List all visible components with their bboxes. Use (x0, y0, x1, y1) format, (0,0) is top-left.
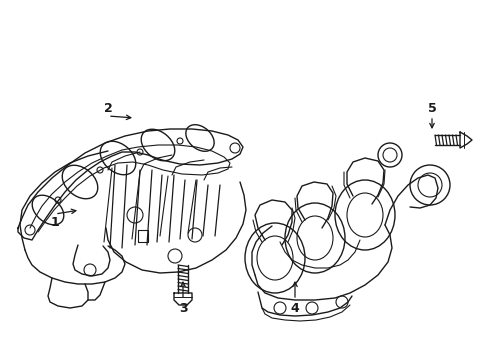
Text: 3: 3 (178, 302, 187, 315)
Text: 5: 5 (427, 102, 435, 114)
Text: 4: 4 (290, 302, 299, 315)
Text: 1: 1 (51, 216, 59, 229)
Text: 2: 2 (103, 102, 112, 114)
